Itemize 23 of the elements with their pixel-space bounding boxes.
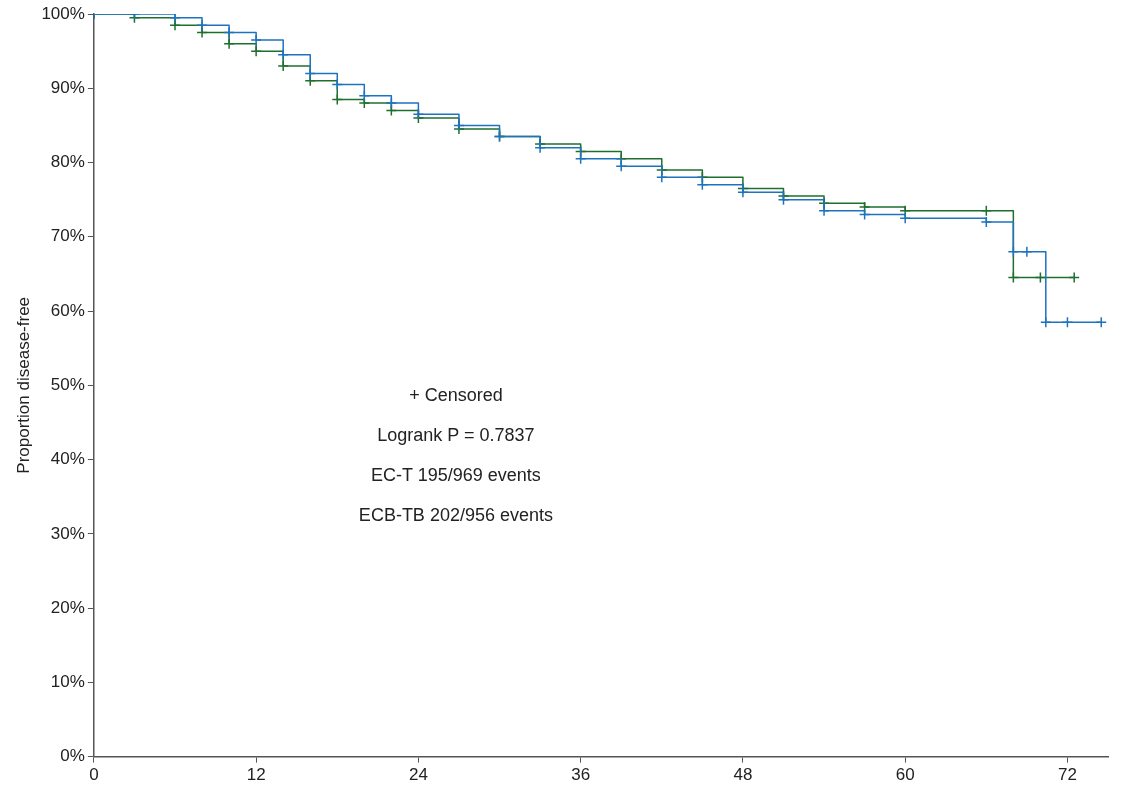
- y-tick-label: 0%: [60, 746, 85, 766]
- y-tick-label: 10%: [50, 672, 85, 692]
- y-tick-label: 80%: [50, 152, 85, 172]
- y-tick-label: 20%: [50, 597, 85, 617]
- x-tick-label: 48: [733, 765, 753, 785]
- x-tick-label: 60: [895, 765, 915, 785]
- y-tick-label: 60%: [50, 300, 85, 320]
- x-tick-label: 36: [571, 765, 591, 785]
- x-tick-label: 24: [408, 765, 428, 785]
- x-tick-label: 72: [1057, 765, 1077, 785]
- y-tick-label: 40%: [50, 449, 85, 469]
- x-tick-label: 0: [89, 765, 99, 785]
- y-tick-label: 90%: [50, 77, 85, 97]
- annotation: Logrank P = 0.7837: [377, 425, 535, 446]
- annotation: + Censored: [409, 385, 503, 406]
- annotation: EC-T 195/969 events: [371, 465, 541, 486]
- y-tick-label: 30%: [50, 523, 85, 543]
- y-axis-title: Proportion disease-free: [13, 296, 33, 474]
- annotation: ECB-TB 202/956 events: [358, 505, 553, 526]
- y-tick-label: 100%: [41, 3, 85, 23]
- y-tick-label: 70%: [50, 226, 85, 246]
- x-tick-label: 12: [246, 765, 266, 785]
- y-tick-label: 50%: [50, 374, 85, 394]
